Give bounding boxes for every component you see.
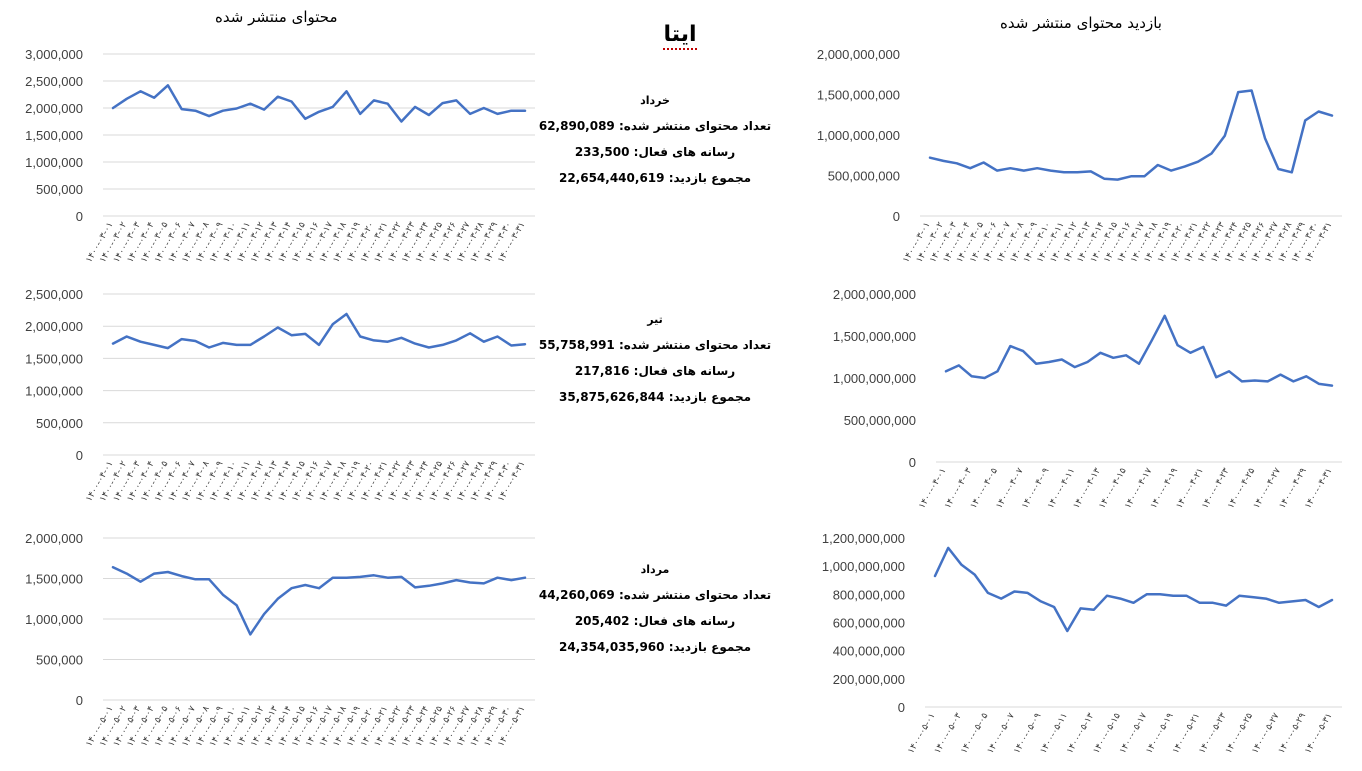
y-tick-label: 0 [898,700,905,715]
summary-published: تعداد محتوای منتشر شده: 62,890,089 [520,119,790,133]
y-tick-label: 400,000,000 [833,644,905,659]
y-tick-label: 1,500,000,000 [817,88,900,103]
y-tick-label: 0 [76,693,83,708]
summary-views-label: مجموع بازدید: [668,390,752,404]
summary-views-value: 24,354,035,960 [558,640,665,654]
summary-active-label: رسانه های فعال: [633,614,736,628]
y-tick-label: 1,500,000 [25,351,83,366]
series-line [944,314,1334,387]
y-tick-label: 800,000,000 [833,587,905,602]
y-tick-label: 1,000,000 [25,612,83,627]
summary-views-label: مجموع بازدید: [668,171,752,185]
y-tick-label: 500,000,000 [828,169,900,184]
summary-active-label: رسانه های فعال: [633,364,736,378]
y-tick-label: 0 [909,455,916,470]
summary-khordad: خرداد تعداد محتوای منتشر شده: 62,890,089… [520,94,790,197]
x-tick-label: ۱۴۰۰-۰۴-۳۱ [1303,467,1334,511]
summary-views: مجموع بازدید: 35,875,626,844 [520,390,790,404]
summary-published-value: 62,890,089 [538,119,615,133]
summary-published-label: تعداد محتوای منتشر شده: [618,119,772,133]
summary-tir: تیر تعداد محتوای منتشر شده: 55,758,991 ر… [520,313,790,416]
y-tick-label: 1,000,000 [25,155,83,170]
y-tick-label: 0 [76,209,83,224]
series-line [111,565,527,636]
y-tick-label: 2,000,000 [25,319,83,334]
summary-month: خرداد [640,94,670,107]
summary-views-value: 35,875,626,844 [558,390,665,404]
summary-mordad: مرداد تعداد محتوای منتشر شده: 44,260,069… [520,563,790,666]
y-tick-label: 500,000 [36,182,83,197]
published-content-title: محتوای منتشر شده [215,8,338,26]
summary-month: تیر [647,313,663,326]
y-tick-label: 0 [76,448,83,463]
y-tick-label: 600,000,000 [833,616,905,631]
series-line [928,89,1334,181]
summary-views: مجموع بازدید: 22,654,440,619 [520,171,790,185]
y-tick-label: 1,500,000 [25,128,83,143]
summary-active: رسانه های فعال: 233,500 [520,145,790,159]
y-tick-label: 1,500,000,000 [833,329,916,344]
main-title-text: ایتا [663,22,697,50]
summary-active: رسانه های فعال: 205,402 [520,614,790,628]
summary-published-label: تعداد محتوای منتشر شده: [618,588,772,602]
summary-published: تعداد محتوای منتشر شده: 55,758,991 [520,338,790,352]
summary-active-label: رسانه های فعال: [633,145,736,159]
y-tick-label: 3,000,000 [25,47,83,62]
summary-views: مجموع بازدید: 24,354,035,960 [520,640,790,654]
y-tick-label: 1,200,000,000 [822,531,905,546]
y-tick-label: 200,000,000 [833,672,905,687]
y-tick-label: 1,000,000,000 [822,559,905,574]
summary-published: تعداد محتوای منتشر شده: 44,260,069 [520,588,790,602]
y-tick-label: 2,000,000 [25,101,83,116]
y-tick-label: 1,000,000 [25,384,83,399]
summary-active-value: 217,816 [574,364,630,378]
y-tick-label: 0 [893,209,900,224]
y-tick-label: 1,000,000,000 [833,371,916,386]
series-line [933,546,1334,633]
summary-active: رسانه های فعال: 217,816 [520,364,790,378]
summary-active-value: 205,402 [574,614,630,628]
y-tick-label: 500,000 [36,416,83,431]
summary-active-value: 233,500 [574,145,630,159]
summary-views-value: 22,654,440,619 [558,171,665,185]
y-tick-label: 1,500,000 [25,572,83,587]
x-tick-label: ۱۴۰۰-۰۵-۳۱ [1303,712,1334,756]
y-tick-label: 500,000,000 [844,413,916,428]
summary-published-value: 44,260,069 [538,588,615,602]
main-title: ایتا [640,22,720,50]
content-views-title: بازدید محتوای منتشر شده [1000,14,1162,32]
series-line [111,312,527,350]
y-tick-label: 500,000 [36,653,83,668]
y-tick-label: 2,000,000 [25,531,83,546]
summary-views-label: مجموع بازدید: [668,640,752,654]
series-line [111,84,527,123]
summary-published-value: 55,758,991 [538,338,615,352]
y-tick-label: 2,000,000,000 [833,287,916,302]
y-tick-label: 2,000,000,000 [817,47,900,62]
summary-month: مرداد [640,563,670,576]
y-tick-label: 2,500,000 [25,74,83,89]
summary-published-label: تعداد محتوای منتشر شده: [618,338,772,352]
y-tick-label: 1,000,000,000 [817,128,900,143]
y-tick-label: 2,500,000 [25,287,83,302]
